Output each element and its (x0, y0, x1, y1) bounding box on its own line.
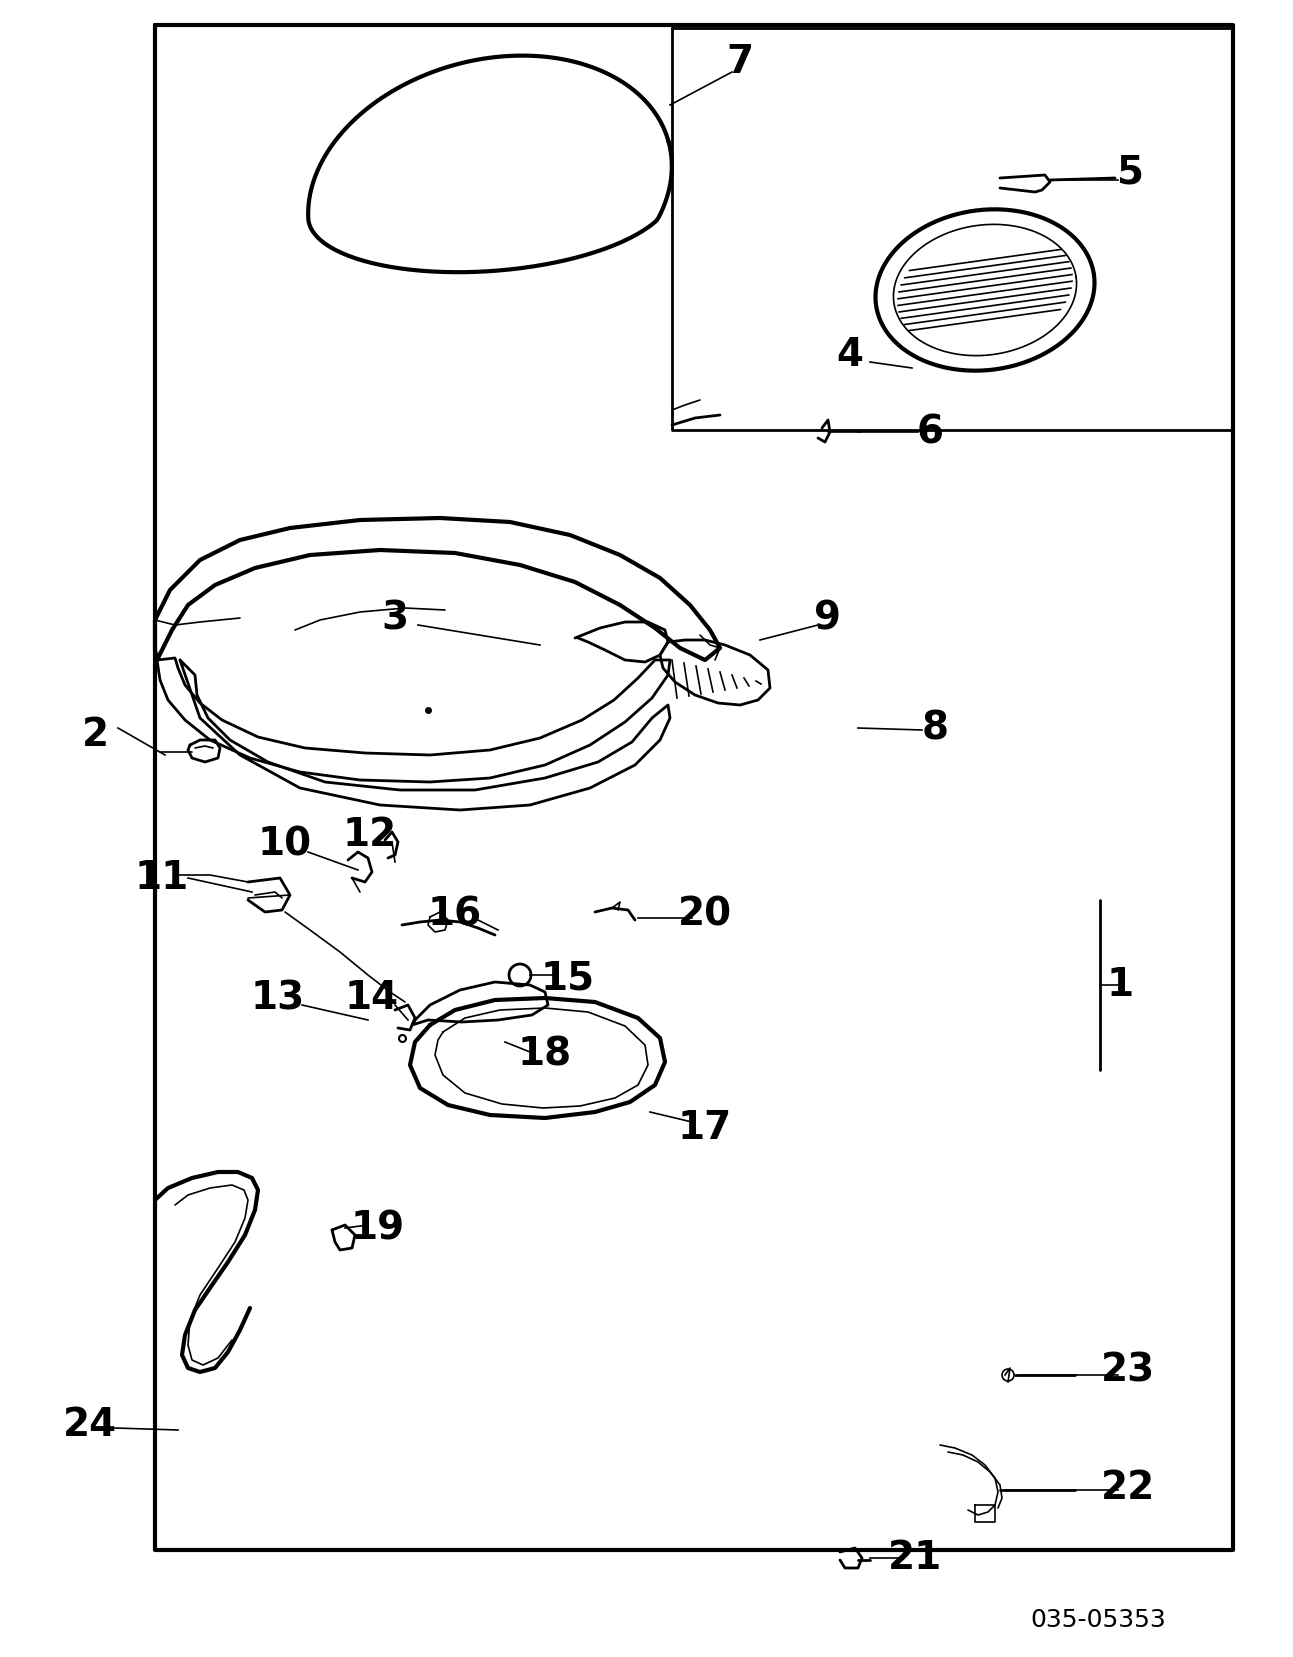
Text: 4: 4 (837, 336, 864, 374)
Text: 13: 13 (251, 979, 305, 1017)
Text: 2: 2 (81, 716, 109, 754)
Text: 7: 7 (727, 43, 754, 81)
Text: 8: 8 (922, 709, 949, 747)
Text: 12: 12 (343, 815, 397, 853)
Text: 15: 15 (540, 959, 595, 998)
Text: 16: 16 (428, 896, 482, 935)
Text: 20: 20 (678, 896, 732, 935)
Text: 23: 23 (1100, 1350, 1155, 1389)
Text: 14: 14 (345, 979, 400, 1017)
Text: 18: 18 (518, 1036, 572, 1074)
Ellipse shape (1002, 1369, 1014, 1380)
Text: 22: 22 (1100, 1470, 1155, 1506)
Text: 11: 11 (134, 858, 189, 896)
Text: 24: 24 (63, 1407, 118, 1443)
Text: 9: 9 (815, 598, 842, 636)
Text: 19: 19 (350, 1210, 405, 1248)
Text: 10: 10 (257, 825, 312, 863)
Text: 5: 5 (1116, 152, 1143, 191)
Text: 6: 6 (917, 413, 944, 451)
Text: 3: 3 (381, 598, 409, 636)
Text: 1: 1 (1107, 966, 1134, 1004)
Text: 035-05353: 035-05353 (1031, 1607, 1166, 1632)
Text: 17: 17 (678, 1109, 732, 1147)
Text: 21: 21 (888, 1539, 943, 1577)
Ellipse shape (509, 964, 531, 986)
